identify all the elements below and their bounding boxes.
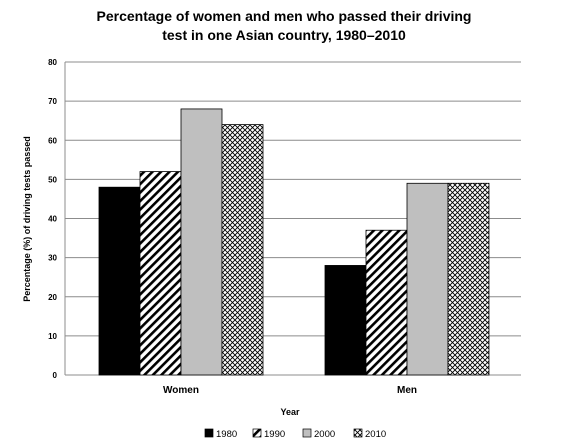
bar-women-1990 xyxy=(139,171,182,376)
bar-men-2000 xyxy=(406,182,449,376)
y-tick-labels: 0 10 20 30 40 50 60 70 80 xyxy=(48,58,57,380)
chart-title-line-2: test in one Asian country, 1980–2010 xyxy=(162,27,406,43)
legend: 1980 1990 2000 2010 xyxy=(204,428,386,440)
y-tick-label: 60 xyxy=(48,136,57,145)
legend-swatch-2000 xyxy=(302,428,312,438)
x-axis-label: Year xyxy=(280,407,300,417)
y-axis-label: Percentage (%) of driving tests passed xyxy=(22,136,32,302)
y-tick-label: 10 xyxy=(48,332,57,341)
y-tick-label: 20 xyxy=(48,293,57,302)
y-tick-label: 70 xyxy=(48,97,57,106)
bar-women-2010 xyxy=(221,124,264,376)
legend-swatch-1980 xyxy=(204,428,214,438)
y-tick-label: 0 xyxy=(53,371,58,380)
y-tick-label: 30 xyxy=(48,254,57,263)
y-tick-label: 50 xyxy=(48,175,57,184)
bar-men-2010 xyxy=(447,182,490,376)
legend-label-1980: 1980 xyxy=(216,429,237,440)
chart-title-line-1: Percentage of women and men who passed t… xyxy=(97,8,472,24)
y-tick-label: 80 xyxy=(48,58,57,67)
bar-men-1980 xyxy=(324,265,367,376)
legend-swatch-2010 xyxy=(353,428,363,438)
bar-women-2000 xyxy=(180,108,223,376)
legend-label-2000: 2000 xyxy=(314,429,335,440)
x-category-labels: Women Men xyxy=(163,385,417,396)
bar-men-1990 xyxy=(365,229,408,376)
legend-label-2010: 2010 xyxy=(365,429,386,440)
legend-label-1990: 1990 xyxy=(264,429,285,440)
x-category-label: Women xyxy=(163,385,199,396)
bars xyxy=(98,108,490,376)
bar-women-1980 xyxy=(98,186,141,376)
y-tick-label: 40 xyxy=(48,215,57,224)
x-category-label: Men xyxy=(397,385,417,396)
legend-swatch-1990 xyxy=(252,428,262,438)
